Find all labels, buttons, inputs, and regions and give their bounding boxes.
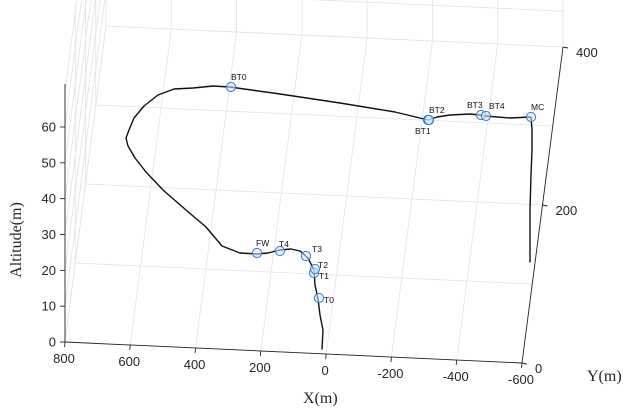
x-tick (194, 347, 197, 354)
waypoint-fw (251, 247, 263, 259)
x-tick (259, 350, 262, 357)
x-axis-line (64, 341, 523, 364)
waypoint-t4 (274, 245, 286, 257)
waypoint-t2 (309, 263, 321, 275)
y-axis-label: Y(m) (587, 368, 622, 385)
x-axis-label: X(m) (303, 390, 338, 407)
waypoint-label-bt3: BT3 (467, 100, 483, 110)
waypoint-label-t4: T4 (279, 239, 289, 249)
waypoint-label-bt1: BT1 (415, 126, 431, 136)
y-tick (562, 46, 569, 49)
side-wall-grid-line (64, 0, 82, 128)
x-tick-label: 600 (118, 354, 140, 369)
x-tick-label: 200 (249, 360, 271, 375)
waypoint-label-t3: T3 (312, 244, 322, 254)
z-tick-label: 10 (42, 299, 56, 314)
x-tick-label: 0 (322, 363, 329, 378)
floor-grid-line (95, 104, 553, 127)
x-tick-label: -400 (443, 369, 469, 384)
floor-grid-line (85, 183, 543, 206)
z-tick-label: 60 (42, 120, 56, 135)
z-tick-label: 20 (42, 263, 56, 278)
waypoint-label-t0: T0 (324, 295, 334, 305)
waypoint-label-fw: FW (256, 238, 269, 248)
x-tick-label: 800 (53, 351, 75, 366)
waypoint-t0 (313, 292, 325, 304)
x-tick (129, 344, 131, 351)
axes: 800 600 400 200 0 -200 -400 -600020040001020304… (42, 45, 598, 387)
z-tick-label: 40 (42, 191, 56, 206)
x-tick-label: 400 (184, 357, 206, 372)
side-wall-grid-line (64, 0, 78, 92)
waypoint-label-t2: T2 (318, 260, 328, 270)
waypoint-bt4 (480, 110, 492, 122)
y-tick (521, 362, 528, 365)
back-wall-grid-line (105, 25, 564, 48)
floor-grid-line (75, 262, 533, 285)
z-tick-label: 0 (49, 335, 56, 350)
waypoint-bt2 (423, 114, 435, 126)
waypoint-label-mc: MC (531, 102, 544, 112)
y-tick-label: 400 (576, 45, 598, 60)
y-tick (542, 204, 548, 207)
x-tick (455, 359, 458, 366)
side-wall-grid-line (64, 0, 92, 199)
z-tick-label: 30 (42, 227, 56, 242)
back-wall-grid-line (311, 0, 564, 12)
x-tick (64, 341, 66, 348)
side-wall-grid-line (64, 0, 106, 307)
side-wall-grid-line (64, 0, 96, 235)
y-tick-label: 0 (535, 361, 542, 376)
x-tick (325, 353, 327, 360)
waypoint-label-bt4: BT4 (489, 101, 505, 111)
z-axis-label: Altitude(m) (8, 202, 25, 278)
waypoint-label-bt2: BT2 (429, 105, 445, 115)
side-wall-grid-line (64, 25, 107, 343)
x-tick-label: -200 (377, 366, 403, 381)
flight-trajectory (125, 85, 533, 350)
side-wall-grid-line (64, 0, 101, 271)
waypoint-bt0 (225, 81, 237, 93)
waypoint-label-bt0: BT0 (231, 72, 247, 82)
waypoint-t3 (300, 250, 312, 262)
z-tick-label: 50 (42, 155, 56, 170)
grid-lines (64, 0, 564, 364)
y-tick-label: 200 (556, 203, 578, 218)
x-tick (390, 356, 392, 363)
waypoint-label-t1: T1 (319, 271, 329, 281)
x-tick-label: -600 (508, 372, 534, 387)
x-tick (521, 362, 523, 369)
waypoint-mc (525, 111, 537, 123)
side-wall-grid-line (64, 0, 87, 163)
